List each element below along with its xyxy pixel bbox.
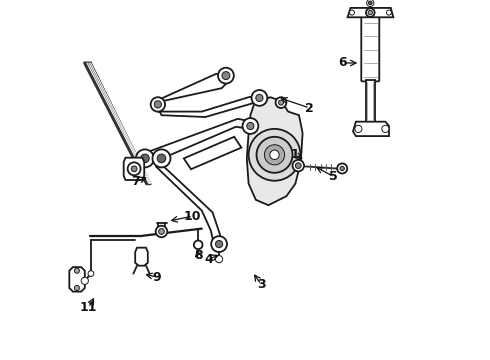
Polygon shape bbox=[158, 74, 232, 106]
Text: 11: 11 bbox=[80, 301, 97, 314]
Bar bbox=[366, 80, 374, 122]
Polygon shape bbox=[158, 95, 261, 117]
Text: 7: 7 bbox=[131, 175, 140, 188]
Circle shape bbox=[382, 125, 389, 132]
Circle shape bbox=[194, 240, 202, 249]
Text: 5: 5 bbox=[329, 170, 338, 183]
FancyBboxPatch shape bbox=[361, 16, 379, 81]
Circle shape bbox=[337, 163, 347, 174]
Polygon shape bbox=[123, 158, 144, 180]
Circle shape bbox=[340, 166, 344, 171]
Circle shape bbox=[81, 277, 88, 284]
Circle shape bbox=[349, 10, 354, 15]
Text: 8: 8 bbox=[194, 249, 202, 262]
Polygon shape bbox=[145, 119, 256, 164]
Circle shape bbox=[367, 0, 374, 6]
Text: 2: 2 bbox=[305, 102, 314, 114]
Polygon shape bbox=[135, 248, 148, 266]
Circle shape bbox=[216, 256, 222, 263]
Polygon shape bbox=[156, 165, 221, 247]
Circle shape bbox=[136, 149, 154, 167]
Circle shape bbox=[211, 236, 227, 252]
Circle shape bbox=[368, 10, 372, 15]
Circle shape bbox=[243, 118, 258, 134]
Circle shape bbox=[74, 285, 79, 291]
Circle shape bbox=[355, 125, 362, 132]
Circle shape bbox=[127, 162, 141, 175]
Circle shape bbox=[278, 100, 284, 105]
Circle shape bbox=[151, 97, 165, 112]
Circle shape bbox=[251, 90, 268, 106]
Text: 6: 6 bbox=[338, 57, 346, 69]
Text: 1: 1 bbox=[291, 148, 300, 161]
Circle shape bbox=[222, 72, 230, 80]
Circle shape bbox=[247, 122, 254, 130]
Circle shape bbox=[216, 240, 222, 248]
Circle shape bbox=[387, 10, 392, 15]
Circle shape bbox=[368, 1, 372, 5]
Text: 9: 9 bbox=[152, 271, 161, 284]
Circle shape bbox=[366, 8, 374, 17]
Circle shape bbox=[256, 94, 263, 102]
Polygon shape bbox=[69, 267, 85, 292]
Circle shape bbox=[295, 163, 301, 168]
Circle shape bbox=[257, 137, 293, 173]
Text: 10: 10 bbox=[184, 210, 201, 222]
Circle shape bbox=[152, 149, 171, 167]
Circle shape bbox=[275, 97, 286, 108]
Circle shape bbox=[154, 101, 162, 108]
Circle shape bbox=[157, 154, 166, 163]
Polygon shape bbox=[247, 97, 303, 205]
Text: 4: 4 bbox=[205, 253, 213, 266]
Circle shape bbox=[141, 154, 149, 163]
Circle shape bbox=[74, 268, 79, 273]
Circle shape bbox=[265, 145, 285, 165]
Circle shape bbox=[293, 160, 304, 171]
Circle shape bbox=[270, 150, 279, 159]
Polygon shape bbox=[353, 122, 389, 136]
Circle shape bbox=[218, 68, 234, 84]
Text: 3: 3 bbox=[257, 278, 266, 291]
Circle shape bbox=[131, 166, 137, 172]
Circle shape bbox=[88, 271, 94, 276]
Circle shape bbox=[156, 226, 167, 237]
Polygon shape bbox=[184, 137, 242, 169]
Polygon shape bbox=[347, 8, 393, 17]
Circle shape bbox=[159, 229, 164, 234]
Circle shape bbox=[248, 129, 300, 181]
